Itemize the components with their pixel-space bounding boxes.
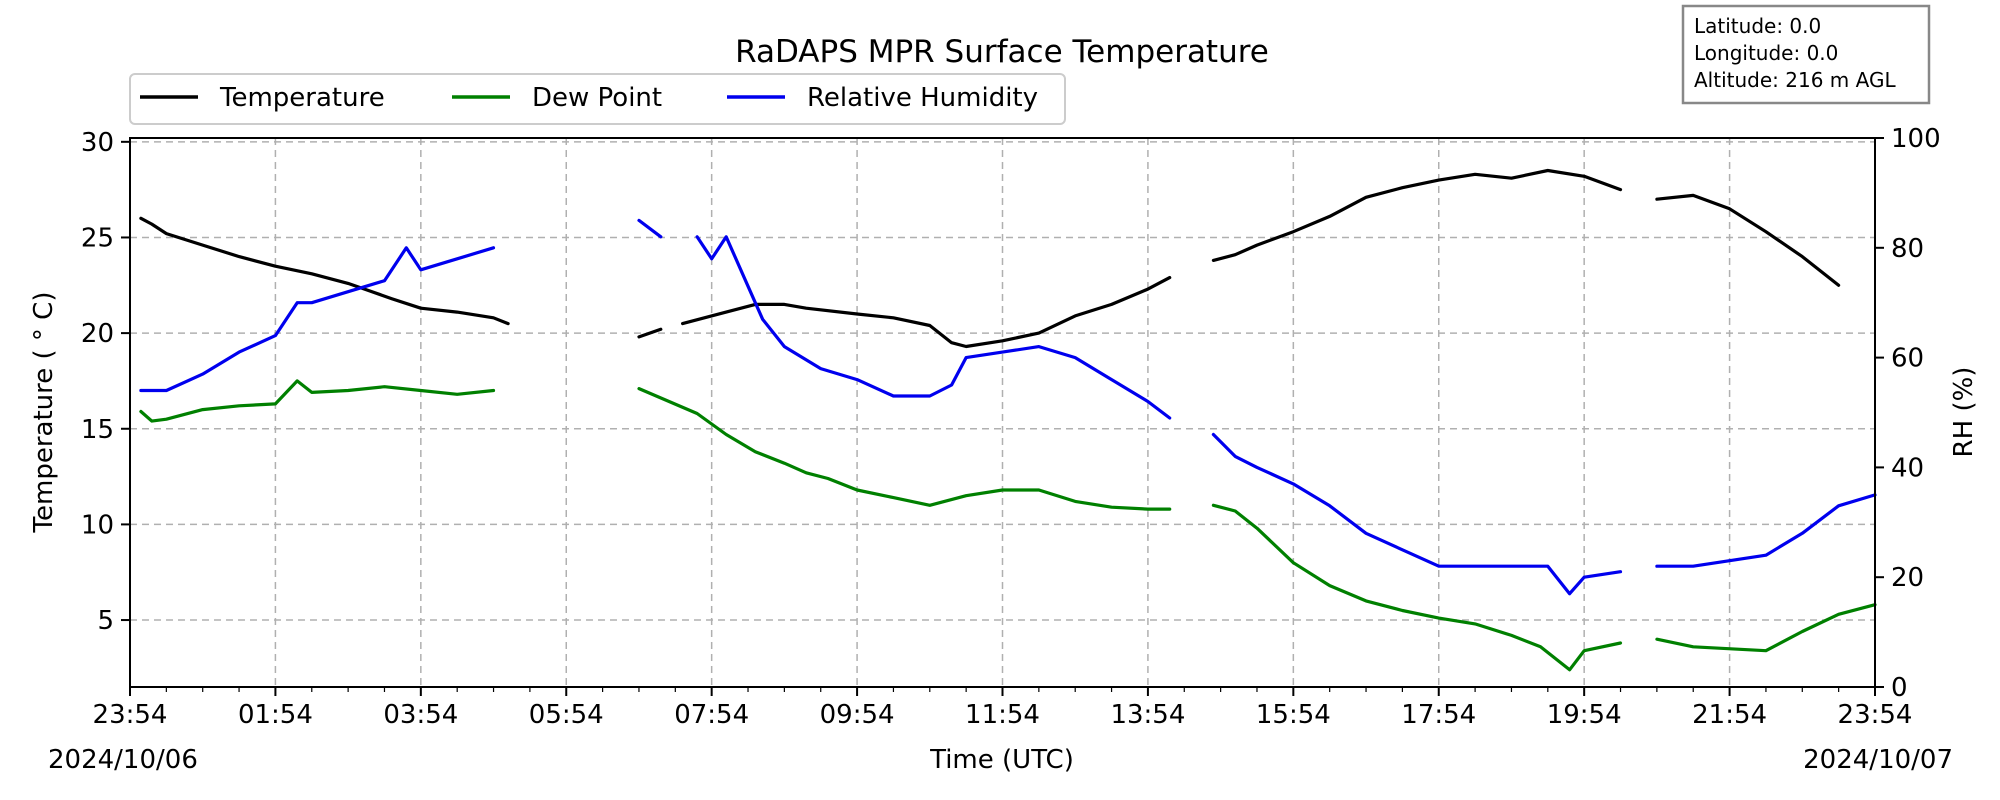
info-box-frame [1681,4,1931,105]
x-tick-label: 03:54 [383,700,458,730]
series-line-temperature [139,216,510,326]
x-tick-label: 05:54 [529,700,604,730]
x-tick-label: 11:54 [965,700,1040,730]
series-dew-point [139,379,1877,672]
legend-label-temperature: Temperature [219,83,385,113]
series-line-relative-humidity [1655,493,1877,568]
x-tick-label: 23:54 [93,700,168,730]
info-altitude: Altitude: 216 m AGL [1694,68,1896,92]
x-tick-label: 19:54 [1547,700,1622,730]
series-line-dew-point [637,387,1172,511]
legend-box [129,73,1066,125]
y-tick-label-left: 10 [81,510,114,540]
y-axis-label-left: Temperature ( ° C) [29,292,59,534]
series-line-relative-humidity [1211,432,1623,596]
y-tick-label-right: 80 [1891,234,1924,264]
series-line-dew-point [1655,603,1877,653]
x-tick-label: 17:54 [1401,700,1476,730]
legend: Temperature Dew Point Relative Humidity [129,73,1066,125]
series-line-relative-humidity [139,246,496,393]
grid [130,138,1875,687]
y-tick-label-right: 40 [1891,453,1924,483]
x-tick-label: 15:54 [1256,700,1331,730]
y-tick-label-right: 60 [1891,344,1924,374]
date-start-label: 2024/10/06 [48,745,198,775]
date-end-label: 2024/10/07 [1803,745,1953,775]
y-tick-label-right: 0 [1891,673,1908,703]
x-tick-label: 21:54 [1692,700,1767,730]
y-tick-label-right: 100 [1891,124,1941,154]
y-tick-label-left: 25 [81,223,114,253]
legend-label-relative-humidity: Relative Humidity [807,83,1038,113]
y-tick-label-left: 30 [81,128,114,158]
info-box: Latitude: 0.0 Longitude: 0.0 Altitude: 2… [1681,4,1931,105]
series-line-relative-humidity [637,218,663,239]
series-line-temperature [1211,168,1623,262]
series-line-dew-point [139,379,496,423]
y-axis-label-right: RH (%) [1949,367,1979,458]
x-tick-label: 01:54 [238,700,313,730]
info-longitude: Longitude: 0.0 [1694,41,1838,65]
x-axis-label: Time (UTC) [929,745,1074,775]
series-relative-humidity [139,218,1877,596]
y-tick-label-left: 20 [81,319,114,349]
series-line-dew-point [1211,503,1623,672]
axes: 23:54 01:54 03:54 05:54 07:54 09:54 11:54 13:54… [81,124,1941,730]
plot-frame [129,137,1876,688]
y-tick-label-left: 15 [81,415,114,445]
series-line-temperature [637,327,663,339]
info-latitude: Latitude: 0.0 [1694,14,1821,38]
series-line-relative-humidity [695,235,1172,420]
series-temperature [139,168,1841,349]
x-tick-label: 13:54 [1110,700,1185,730]
series-line-temperature [1655,193,1841,287]
legend-label-dew-point: Dew Point [532,83,662,113]
series-layer [139,168,1877,672]
chart-title: RaDAPS MPR Surface Temperature [735,34,1269,70]
x-tick-label: 23:54 [1838,700,1913,730]
x-tick-label: 07:54 [674,700,749,730]
y-tick-label-left: 5 [97,606,114,636]
series-line-temperature [680,276,1172,349]
y-tick-label-right: 20 [1891,563,1924,593]
x-tick-label: 09:54 [820,700,895,730]
